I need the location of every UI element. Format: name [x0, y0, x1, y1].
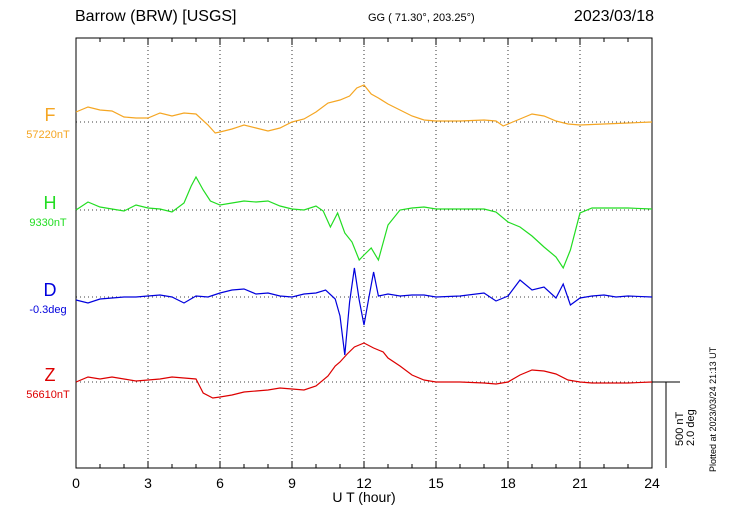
series-line-H [75, 175, 653, 270]
series-name-Z: Z [45, 365, 56, 385]
plotted-timestamp: Plotted at 2023/03/24 21:13 UT [708, 346, 718, 472]
x-axis-label: U T (hour) [332, 489, 395, 505]
series-line-Z [75, 342, 653, 399]
station-title: Barrow (BRW) [USGS] [75, 8, 237, 25]
x-tick-label: 12 [356, 475, 372, 491]
plot-date: 2023/03/18 [573, 8, 654, 25]
geographic-coordinates: GG ( 71.30°, 203.25°) [368, 12, 475, 24]
x-tick-label: 9 [288, 475, 296, 491]
series-line-F [75, 84, 653, 134]
series-baseline-F: 57220nT [26, 129, 70, 141]
series-baseline-D: -0.3deg [29, 304, 66, 316]
scale-bar-nt-label: 500 nT [674, 411, 686, 446]
series-name-H: H [44, 193, 57, 213]
series-baseline-Z: 56610nT [26, 389, 70, 401]
x-tick-label: 0 [72, 475, 80, 491]
series-name-F: F [45, 105, 56, 125]
scale-bar: 500 nT 2.0 deg [652, 381, 697, 468]
x-tick-label: 24 [644, 475, 660, 491]
series-baseline-H: 9330nT [29, 217, 67, 229]
series-line-D [75, 267, 653, 356]
x-axis-ticks: 0 3 6 9 12 15 18 21 24 [72, 38, 660, 491]
x-tick-label: 6 [216, 475, 224, 491]
x-tick-label: 18 [500, 475, 516, 491]
series-name-D: D [44, 280, 57, 300]
x-tick-label: 15 [428, 475, 444, 491]
x-tick-label: 21 [572, 475, 588, 491]
x-tick-label: 3 [144, 475, 152, 491]
grid [76, 38, 652, 468]
scale-bar-deg-label: 2.0 deg [685, 409, 697, 446]
series-layer: F 57220nT H 9330nT D -0.3deg Z 56610nT [26, 84, 653, 401]
